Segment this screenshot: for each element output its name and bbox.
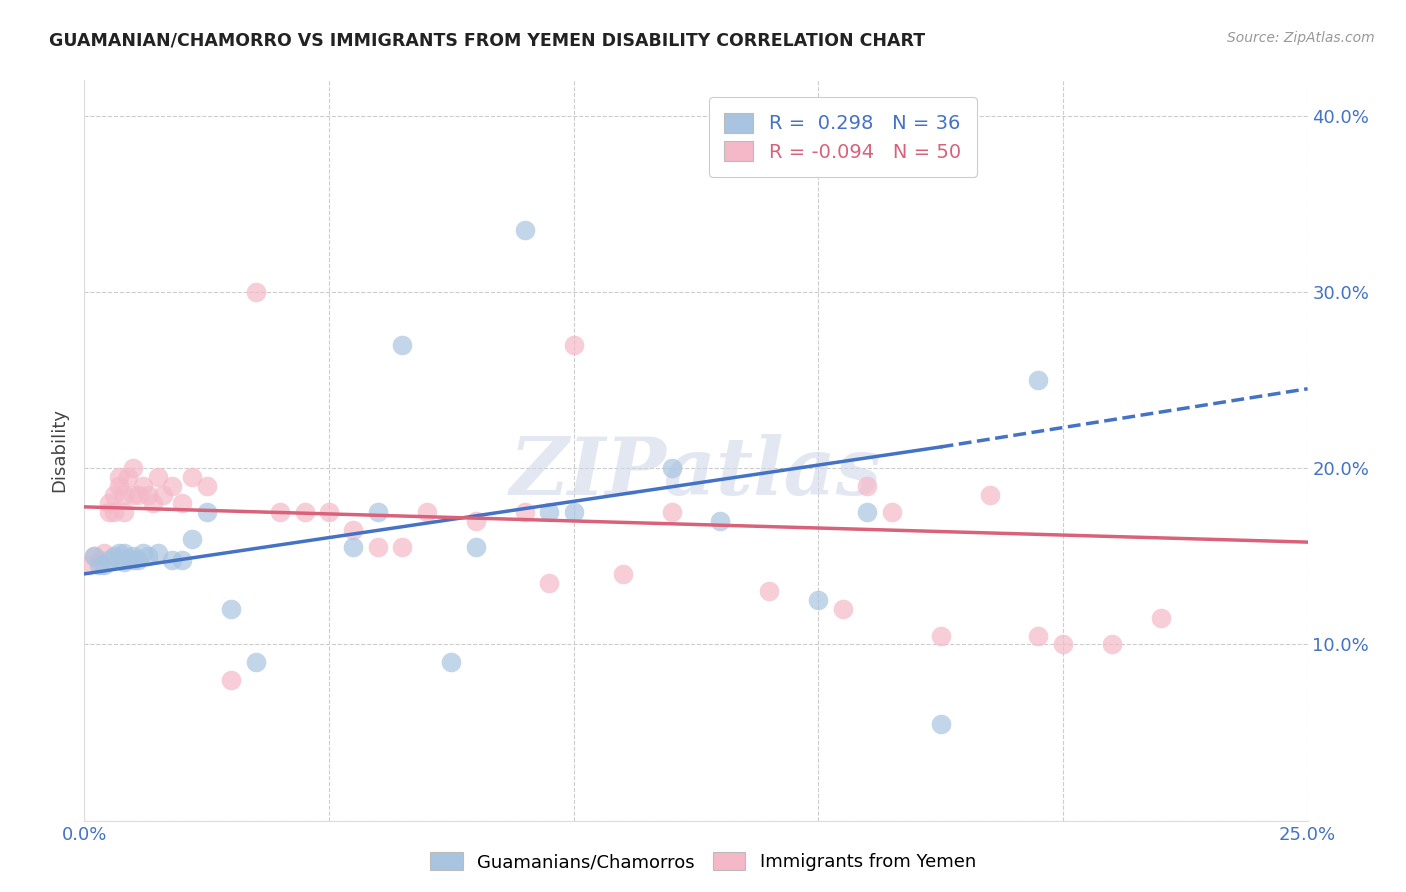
Point — [132, 546, 155, 560]
Point — [103, 487, 125, 501]
Text: GUAMANIAN/CHAMORRO VS IMMIGRANTS FROM YEMEN DISABILITY CORRELATION CHART: GUAMANIAN/CHAMORRO VS IMMIGRANTS FROM YE… — [49, 31, 925, 49]
Point — [1028, 373, 1050, 387]
Point — [538, 505, 561, 519]
Point — [464, 514, 486, 528]
Point — [269, 505, 291, 519]
Point — [136, 549, 159, 564]
Point — [367, 541, 389, 555]
Point — [122, 487, 145, 501]
Point — [1028, 628, 1050, 642]
Point — [440, 655, 463, 669]
Point — [464, 541, 486, 555]
Text: Source: ZipAtlas.com: Source: ZipAtlas.com — [1227, 31, 1375, 45]
Point — [172, 496, 194, 510]
Point — [142, 496, 165, 510]
Point — [612, 566, 634, 581]
Point — [152, 487, 174, 501]
Point — [758, 584, 780, 599]
Point — [245, 655, 267, 669]
Point — [146, 546, 169, 560]
Point — [807, 593, 830, 607]
Point — [318, 505, 340, 519]
Point — [856, 505, 879, 519]
Point — [245, 285, 267, 299]
Point — [661, 505, 683, 519]
Y-axis label: Disability: Disability — [51, 409, 69, 492]
Point — [132, 479, 155, 493]
Point — [391, 541, 413, 555]
Point — [103, 505, 125, 519]
Point — [1101, 637, 1123, 651]
Point — [112, 555, 135, 569]
Point — [107, 553, 129, 567]
Point — [93, 558, 115, 572]
Point — [1052, 637, 1074, 651]
Point — [562, 505, 585, 519]
Point — [342, 541, 364, 555]
Point — [107, 546, 129, 560]
Point — [107, 479, 129, 493]
Point — [880, 505, 903, 519]
Point — [122, 461, 145, 475]
Point — [162, 479, 184, 493]
Point — [562, 337, 585, 351]
Point — [162, 553, 184, 567]
Point — [219, 673, 242, 687]
Point — [112, 505, 135, 519]
Point — [856, 479, 879, 493]
Point — [513, 505, 536, 519]
Point — [294, 505, 316, 519]
Point — [117, 470, 139, 484]
Point — [195, 505, 218, 519]
Point — [136, 487, 159, 501]
Point — [83, 549, 105, 564]
Point — [77, 558, 100, 572]
Point — [87, 553, 110, 567]
Point — [87, 558, 110, 572]
Point — [93, 546, 115, 560]
Point — [127, 553, 149, 567]
Point — [538, 575, 561, 590]
Text: ZIPatlas: ZIPatlas — [510, 434, 882, 511]
Point — [97, 496, 120, 510]
Point — [709, 514, 731, 528]
Point — [83, 549, 105, 564]
Point — [122, 553, 145, 567]
Point — [342, 523, 364, 537]
Legend: R =  0.298   N = 36, R = -0.094   N = 50: R = 0.298 N = 36, R = -0.094 N = 50 — [709, 97, 977, 178]
Point — [103, 549, 125, 564]
Point — [661, 461, 683, 475]
Point — [112, 546, 135, 560]
Point — [1150, 611, 1173, 625]
Point — [181, 532, 204, 546]
Point — [97, 553, 120, 567]
Point — [367, 505, 389, 519]
Point — [391, 337, 413, 351]
Point — [127, 487, 149, 501]
Point — [172, 553, 194, 567]
Point — [146, 470, 169, 484]
Legend: Guamanians/Chamorros, Immigrants from Yemen: Guamanians/Chamorros, Immigrants from Ye… — [423, 845, 983, 879]
Point — [195, 479, 218, 493]
Point — [513, 223, 536, 237]
Point — [117, 551, 139, 566]
Point — [97, 505, 120, 519]
Point — [831, 602, 853, 616]
Point — [181, 470, 204, 484]
Point — [107, 470, 129, 484]
Point — [112, 487, 135, 501]
Point — [219, 602, 242, 616]
Point — [416, 505, 439, 519]
Point — [929, 716, 952, 731]
Point — [929, 628, 952, 642]
Point — [979, 487, 1001, 501]
Point — [122, 549, 145, 564]
